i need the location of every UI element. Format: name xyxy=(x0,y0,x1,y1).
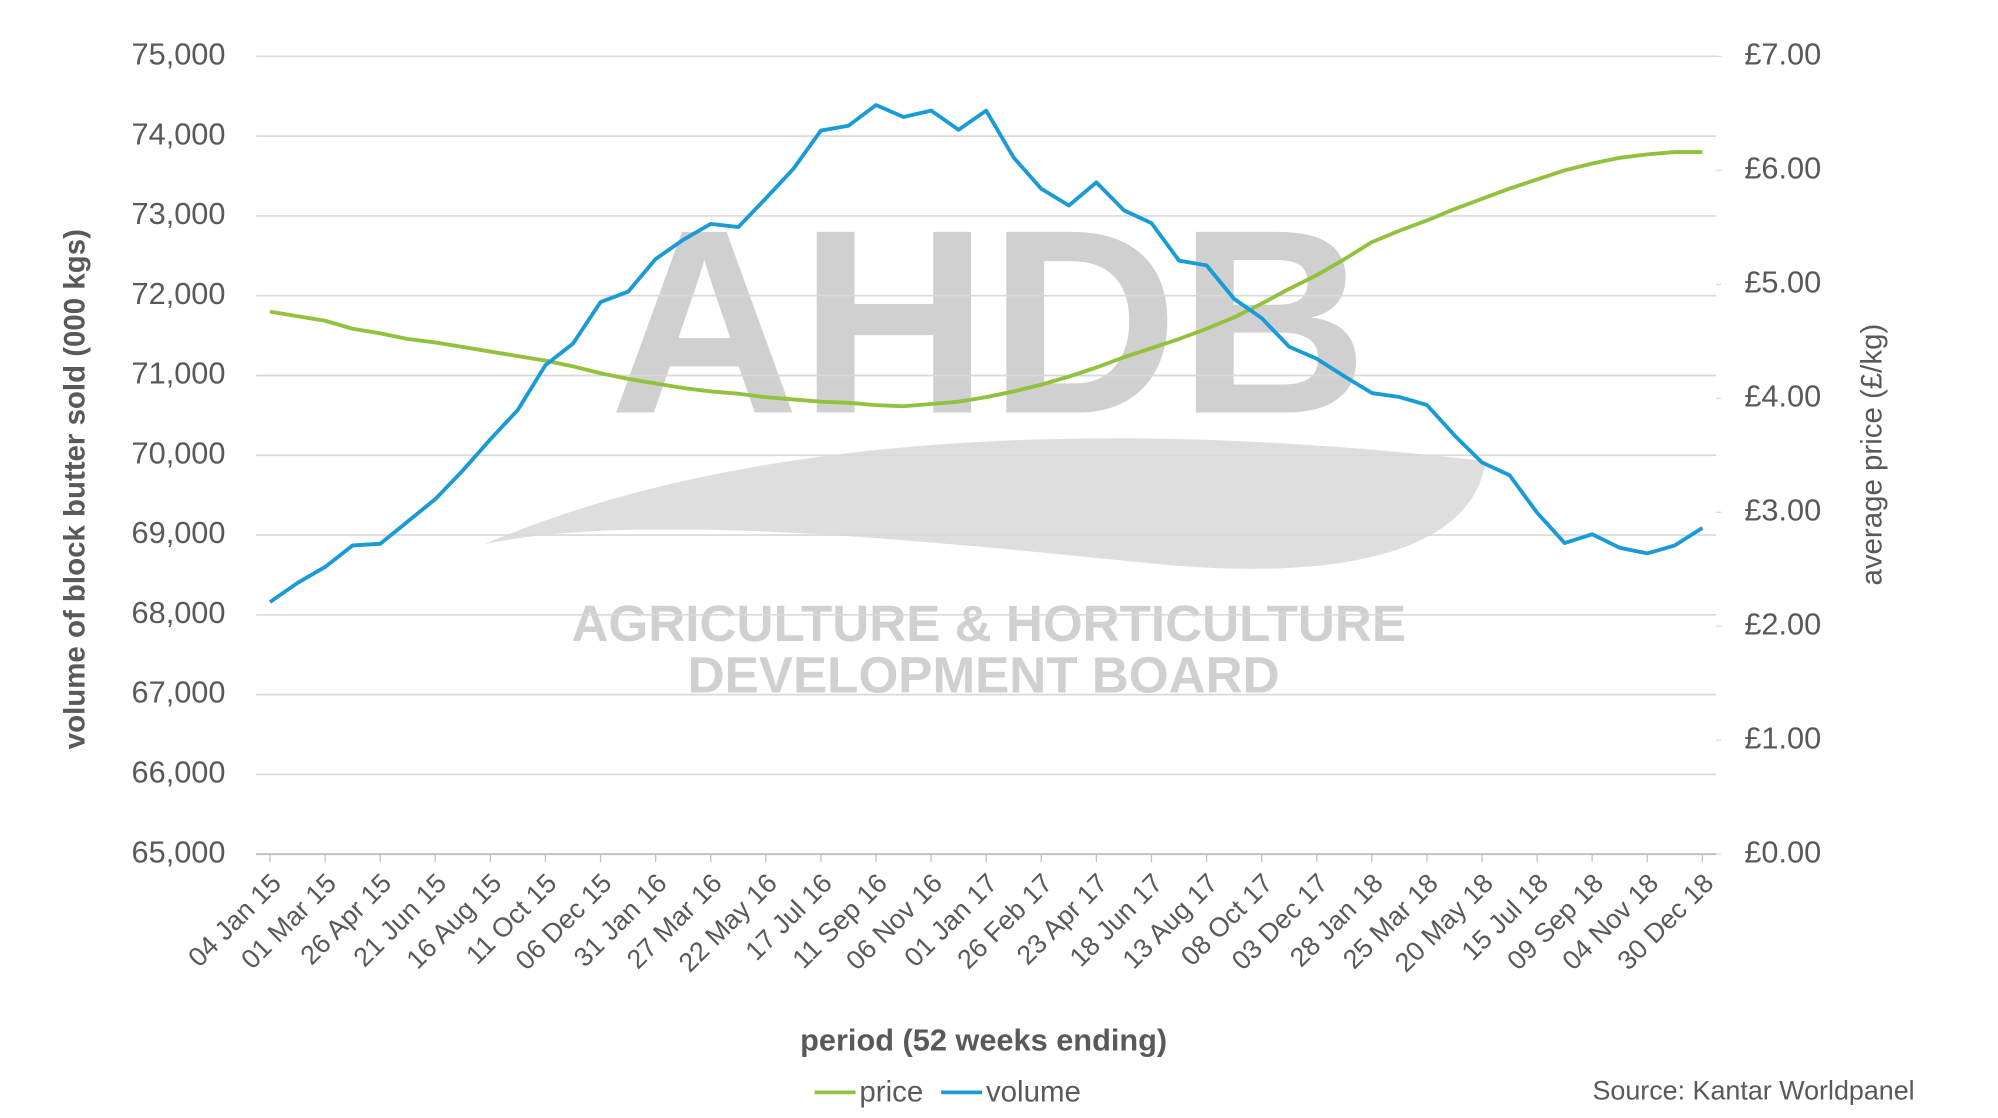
y-tick-label: 75,000 xyxy=(132,36,226,71)
y-tick-label: 69,000 xyxy=(132,515,226,550)
source: Source: Kantar Worldpanel xyxy=(1592,1075,1914,1105)
y-axis-title: volume of block butter sold (000 kgs) xyxy=(59,229,92,749)
legend-label: volume xyxy=(986,1075,1081,1108)
y2-tick-label: £5.00 xyxy=(1744,264,1821,299)
x-axis-title: period (52 weeks ending) xyxy=(800,1023,1167,1058)
y2-tick-label: £4.00 xyxy=(1744,378,1821,413)
watermark-swoosh xyxy=(484,438,1486,569)
y-tick-label: 70,000 xyxy=(132,435,226,470)
y-tick-label: 65,000 xyxy=(132,834,226,869)
watermark-line: AGRICULTURE & HORTICULTURE xyxy=(571,595,1406,652)
y-tick-label: 72,000 xyxy=(132,276,226,311)
y2-tick-label: £0.00 xyxy=(1744,834,1821,869)
y-tick-label: 73,000 xyxy=(132,196,226,231)
y2-tick-label: £2.00 xyxy=(1744,606,1821,641)
y-tick-label: 71,000 xyxy=(132,356,226,391)
watermark-line: DEVELOPMENT BOARD xyxy=(688,646,1280,703)
y2-tick-label: £3.00 xyxy=(1744,492,1821,527)
y2-axis-title: average price (£/kg) xyxy=(1855,324,1888,586)
series-line xyxy=(268,103,1704,604)
y-tick-label: 67,000 xyxy=(132,675,226,710)
y2-tick-label: £1.00 xyxy=(1744,720,1821,755)
legend-label: price xyxy=(859,1075,923,1108)
watermark-logo: AHDB xyxy=(610,175,1368,469)
series-line xyxy=(269,150,1703,409)
y-tick-label: 68,000 xyxy=(132,595,226,630)
y-tick-label: 74,000 xyxy=(132,116,226,151)
y2-tick-label: £6.00 xyxy=(1744,150,1821,185)
watermark: AHDB AGRICULTURE & HORTICULTURE DEVELOPM… xyxy=(484,175,1486,703)
y2-tick-label: £7.00 xyxy=(1744,36,1821,71)
y-tick-label: 66,000 xyxy=(132,755,226,790)
